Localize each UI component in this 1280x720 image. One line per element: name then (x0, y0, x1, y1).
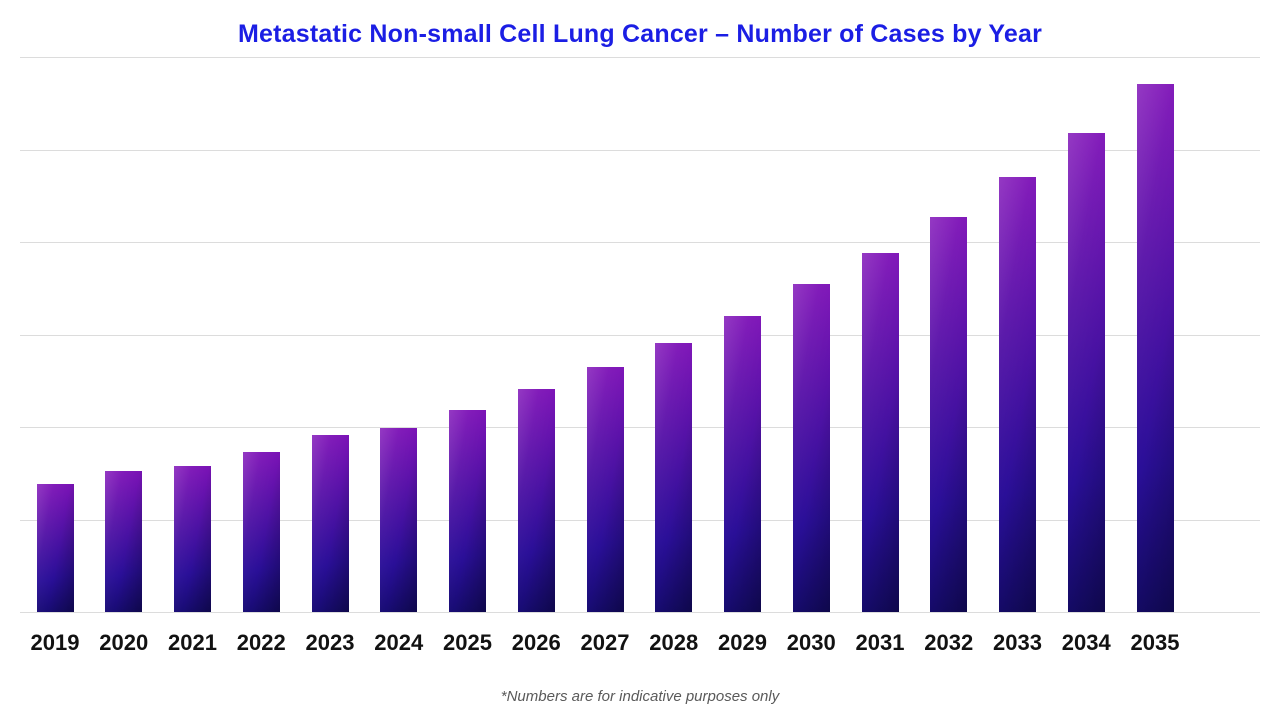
gridline (20, 612, 1260, 613)
x-axis-label: 2026 (511, 630, 561, 655)
x-axis-label: 2022 (236, 630, 286, 655)
x-axis-label: 2031 (855, 630, 905, 655)
footnote: *Numbers are for indicative purposes onl… (500, 688, 780, 705)
bar-2024 (380, 428, 418, 612)
gridline (20, 427, 1260, 428)
gridline (20, 519, 1260, 521)
x-axis-label: 2025 (443, 630, 492, 655)
x-axis-label: 2035 (1130, 630, 1180, 655)
chart-title: Metastatic Non-small Cell Lung Cancer – … (237, 20, 1043, 48)
bar-2033 (999, 177, 1036, 612)
x-axis-label: 2023 (305, 630, 355, 655)
x-axis-label: 2021 (168, 630, 217, 655)
bar-2025 (449, 410, 486, 612)
x-axis-label: 2032 (924, 630, 974, 655)
bar-2034 (1067, 133, 1105, 612)
gridline (20, 149, 1260, 151)
x-axis-label: 2029 (718, 630, 767, 655)
gridline (20, 242, 1260, 243)
x-axis-label: 2024 (374, 630, 424, 655)
x-axis-label: 2028 (649, 630, 699, 655)
bar-2026 (517, 389, 555, 612)
bar-2035 (1136, 84, 1174, 612)
x-axis-label: 2030 (786, 630, 836, 655)
plot-area (20, 57, 1260, 613)
x-axis-label: 2034 (1061, 630, 1111, 655)
bar-2023 (311, 435, 349, 612)
x-axis-label: 2033 (993, 630, 1042, 655)
bar-2031 (861, 253, 899, 612)
gridline (20, 334, 1260, 336)
bar-2019 (36, 484, 74, 612)
x-axis-label: 2027 (580, 630, 630, 655)
bar-2020 (105, 471, 143, 612)
gridline (20, 57, 1260, 58)
bar-2027 (586, 367, 624, 612)
bar-2030 (792, 284, 830, 612)
bar-2022 (242, 452, 280, 612)
x-axis-label: 2019 (30, 630, 80, 655)
bar-2021 (174, 466, 211, 612)
bar-2032 (930, 217, 968, 612)
bar-2029 (724, 316, 761, 612)
bar-2028 (655, 343, 693, 612)
x-axis-label: 2020 (99, 630, 149, 655)
